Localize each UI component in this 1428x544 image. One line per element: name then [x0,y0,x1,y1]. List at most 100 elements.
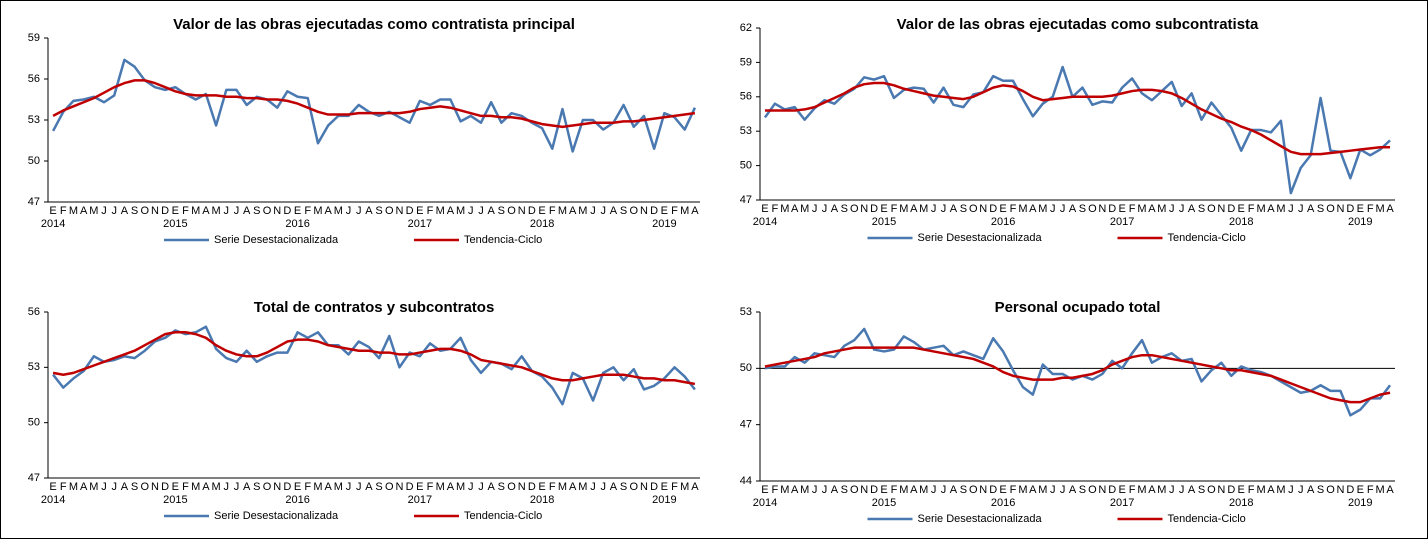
year-label: 2018 [530,494,554,506]
x-tick-label: N [860,484,868,496]
year-label: 2015 [163,494,187,506]
x-tick-label: J [478,205,484,217]
x-tick-label: E [761,484,768,496]
x-tick-label: M [456,205,465,217]
year-label: 2017 [408,218,432,230]
year-label: 2019 [1348,497,1372,509]
x-tick-label: O [263,481,272,493]
year-label: 2014 [41,218,65,230]
x-tick-label: S [253,205,260,217]
x-tick-label: M [89,205,98,217]
x-tick-label: E [49,481,56,493]
x-tick-label: F [772,484,779,496]
x-tick-label: E [661,481,668,493]
x-tick-label: A [831,484,839,496]
x-tick-label: S [841,203,848,215]
x-tick-label: S [620,205,627,217]
x-tick-label: A [1069,203,1077,215]
x-tick-label: F [182,481,189,493]
x-tick-label: E [416,205,423,217]
x-tick-label: O [507,481,516,493]
x-tick-label: A [80,481,88,493]
x-tick-label: F [304,481,311,493]
y-tick-label: 59 [740,56,752,68]
x-tick-label: J [931,484,937,496]
y-tick-label: 44 [740,475,752,487]
x-tick-label: O [1326,203,1335,215]
x-tick-label: M [69,481,78,493]
x-tick-label: N [151,205,159,217]
year-label: 2016 [991,216,1015,228]
x-tick-label: A [1148,203,1156,215]
x-tick-label: N [1098,203,1106,215]
x-tick-label: E [1118,484,1125,496]
x-tick-label: F [1367,484,1374,496]
x-tick-label: M [800,484,809,496]
x-tick-label: E [294,205,301,217]
x-tick-label: J [600,205,606,217]
x-tick-label: N [1098,484,1106,496]
x-tick-label: J [1298,203,1304,215]
x-tick-label: M [1276,484,1285,496]
y-tick-label: 62 [740,22,752,34]
legend-label: Serie Desestacionalizada [918,513,1043,525]
x-tick-label: J [1288,203,1294,215]
x-tick-label: N [1217,484,1225,496]
x-tick-label: N [518,205,526,217]
x-tick-label: N [273,205,281,217]
x-tick-label: A [243,481,251,493]
x-tick-label: M [558,205,567,217]
x-tick-label: M [780,484,789,496]
x-tick-label: N [860,203,868,215]
x-tick-label: M [191,205,200,217]
x-tick-label: D [870,484,878,496]
x-tick-label: M [1376,484,1385,496]
x-tick-label: O [385,481,394,493]
x-tick-label: A [324,481,332,493]
x-tick-label: A [1307,203,1315,215]
year-label: 2014 [753,497,777,509]
x-tick-label: A [447,481,455,493]
x-tick-label: S [1198,203,1205,215]
x-tick-label: M [680,481,689,493]
x-tick-label: M [1018,484,1027,496]
x-tick-label: O [1088,203,1097,215]
y-tick-label: 56 [740,91,752,103]
x-tick-label: M [1376,203,1385,215]
x-tick-label: N [1336,484,1344,496]
x-tick-label: A [80,205,88,217]
x-tick-label: O [630,205,639,217]
x-tick-label: J [234,481,240,493]
x-tick-label: M [1276,203,1285,215]
x-tick-label: S [1198,484,1205,496]
x-tick-label: J [812,203,818,215]
x-tick-label: O [850,203,859,215]
x-tick-label: S [375,205,382,217]
x-tick-label: J [234,205,240,217]
x-tick-label: J [590,481,596,493]
x-tick-label: J [478,481,484,493]
y-tick-label: 53 [740,306,752,318]
x-tick-label: D [406,481,414,493]
x-tick-label: E [538,481,545,493]
y-tick-label: 59 [28,32,40,44]
x-tick-label: M [1038,203,1047,215]
x-tick-label: N [273,481,281,493]
x-tick-label: E [880,484,887,496]
x-tick-label: F [671,205,678,217]
x-tick-label: M [334,205,343,217]
y-tick-label: 47 [28,196,40,208]
x-tick-label: J [1169,484,1175,496]
x-tick-label: J [224,481,230,493]
x-tick-label: M [191,481,200,493]
x-tick-label: F [891,484,898,496]
y-tick-label: 47 [28,472,40,484]
x-tick-label: M [800,203,809,215]
x-tick-label: J [822,203,828,215]
y-tick-label: 50 [28,155,40,167]
x-tick-label: J [468,481,474,493]
x-tick-label: F [549,481,556,493]
x-tick-label: F [549,205,556,217]
x-tick-label: E [1357,203,1364,215]
